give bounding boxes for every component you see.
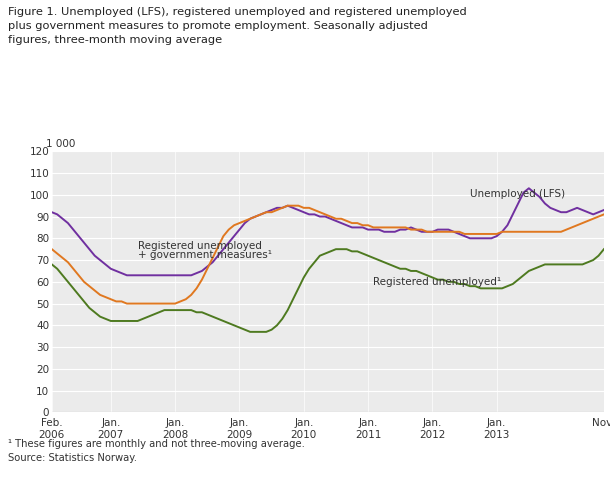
Text: Unemployed (LFS): Unemployed (LFS): [470, 189, 565, 199]
Text: 1 000: 1 000: [46, 139, 75, 149]
Text: + government measures¹: + government measures¹: [138, 250, 271, 260]
Text: Figure 1. Unemployed (LFS), registered unemployed and registered unemployed
plus: Figure 1. Unemployed (LFS), registered u…: [8, 7, 467, 44]
Text: ¹ These figures are monthly and not three-moving average.
Source: Statistics Nor: ¹ These figures are monthly and not thre…: [8, 439, 305, 463]
Text: Registered unemployed¹: Registered unemployed¹: [373, 278, 501, 287]
Text: Registered unemployed: Registered unemployed: [138, 242, 262, 251]
